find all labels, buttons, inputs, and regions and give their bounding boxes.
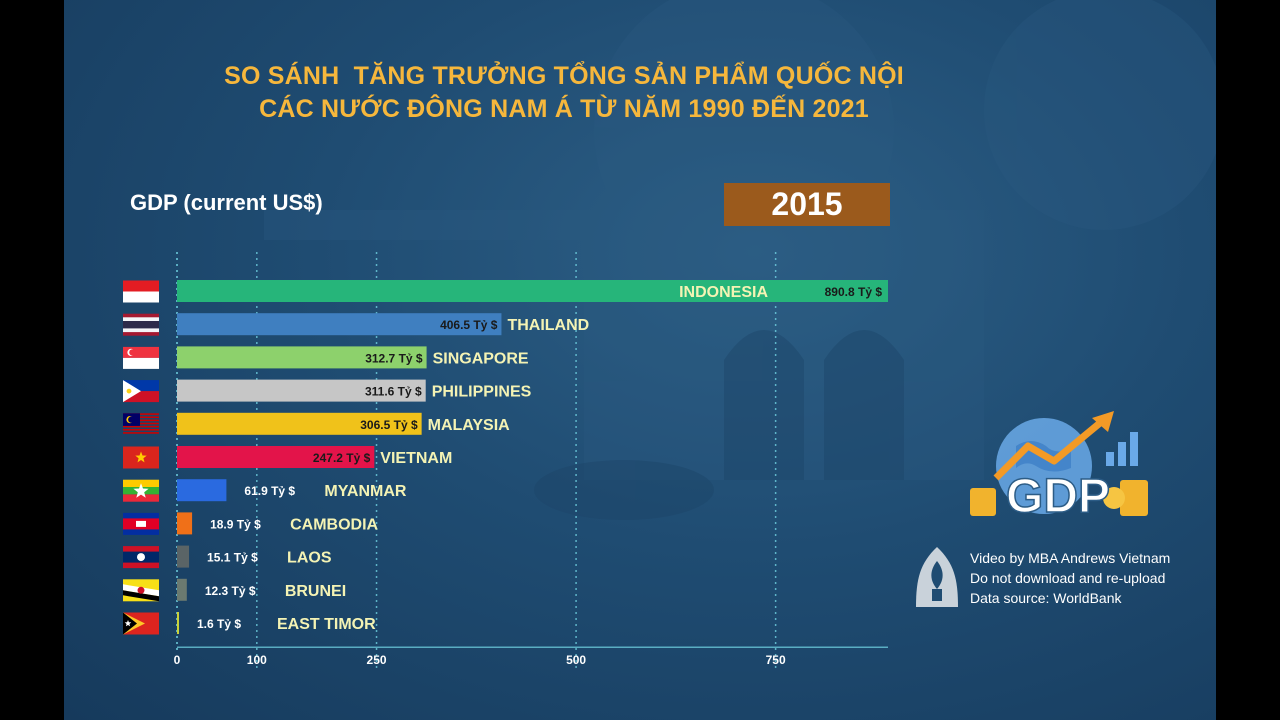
- logo-text: GDP: [1006, 470, 1110, 523]
- bar-thailand: [177, 313, 502, 336]
- value-label: 312.7 Tỷ $: [365, 351, 423, 365]
- flag-malaysia-icon: [123, 413, 159, 434]
- value-label: 15.1 Tỷ $: [207, 551, 258, 565]
- category-label: PHILIPPINES: [432, 384, 532, 401]
- flag-thailand-icon: [123, 313, 159, 336]
- bar-laos: [177, 545, 190, 568]
- bar-chart: 0 100 250 500 750 890.8 Tỷ $ INDONESIA 406.5 Tỷ…: [123, 252, 888, 670]
- bar-vietnam: [177, 446, 375, 468]
- flag-myanmar-icon: [123, 479, 159, 502]
- title-line-2: CÁC NƯỚC ĐÔNG NAM Á TỪ NĂM 1990 ĐẾN 2021: [259, 95, 869, 123]
- flag-indonesia-icon: [123, 280, 159, 303]
- credit-line-3: Data source: WorldBank: [970, 590, 1122, 606]
- year-badge: 2015: [724, 183, 890, 226]
- category-label: MALAYSIA: [428, 417, 511, 434]
- background-building-silhouette: [264, 0, 1216, 520]
- flag-cambodia-icon: [123, 512, 159, 535]
- bar-indonesia: [177, 280, 888, 302]
- flag-brunei-icon: [123, 579, 159, 602]
- tick-label: 0: [174, 653, 181, 667]
- value-label: 61.9 Tỷ $: [244, 484, 295, 498]
- bar-cambodia: [177, 512, 193, 535]
- flag-east-timor-icon: [123, 612, 159, 635]
- bar-malaysia: [177, 412, 422, 435]
- gdp-logo-icon: GDP: [970, 411, 1148, 524]
- value-label: 1.6 Tỷ $: [197, 617, 241, 631]
- bar-singapore: [177, 346, 427, 369]
- category-label: THAILAND: [507, 317, 589, 334]
- value-label: 890.8 Tỷ $: [825, 285, 883, 299]
- category-label: INDONESIA: [679, 284, 768, 301]
- torch-logo-icon: [916, 547, 958, 607]
- tick-label: 750: [766, 653, 786, 667]
- flag-vietnam-icon: [123, 446, 159, 469]
- value-label: 406.5 Tỷ $: [440, 318, 498, 332]
- value-label: 247.2 Tỷ $: [313, 451, 371, 465]
- category-label: VIETNAM: [380, 450, 452, 467]
- category-label: MYANMAR: [324, 483, 407, 500]
- tick-label: 100: [247, 653, 267, 667]
- category-label: SINGAPORE: [433, 350, 529, 367]
- credit-line-2: Do not download and re-upload: [970, 570, 1166, 586]
- category-label: LAOS: [287, 550, 332, 567]
- tick-label: 250: [367, 653, 387, 667]
- bar-brunei: [177, 578, 187, 601]
- chart-title: SO SÁNH TĂNG TRƯỞNG TỔNG SẢN PHẨM QUỐC N…: [64, 60, 1064, 126]
- flag-laos-icon: [123, 546, 159, 569]
- bar-east-timor: [177, 612, 179, 634]
- metric-label: GDP (current US$): [130, 190, 323, 215]
- flag-philippines-icon: [123, 380, 159, 403]
- value-label: 311.6 Tỷ $: [365, 385, 422, 399]
- credit-line-1: Video by MBA Andrews Vietnam: [970, 550, 1171, 566]
- value-label: 306.5 Tỷ $: [360, 418, 418, 432]
- category-label: BRUNEI: [285, 583, 346, 600]
- value-label: 12.3 Tỷ $: [205, 584, 256, 598]
- bar-myanmar: [177, 479, 227, 502]
- category-label: CAMBODIA: [290, 516, 378, 533]
- category-label: EAST TIMOR: [277, 616, 376, 633]
- title-line-1: SO SÁNH TĂNG TRƯỞNG TỔNG SẢN PHẨM QUỐC N…: [224, 62, 904, 90]
- tick-label: 500: [566, 653, 586, 667]
- flag-singapore-icon: [123, 346, 159, 369]
- value-label: 18.9 Tỷ $: [210, 517, 261, 531]
- video-frame: SO SÁNH TĂNG TRƯỞNG TỔNG SẢN PHẨM QUỐC N…: [64, 0, 1216, 720]
- bar-philippines: [177, 379, 426, 402]
